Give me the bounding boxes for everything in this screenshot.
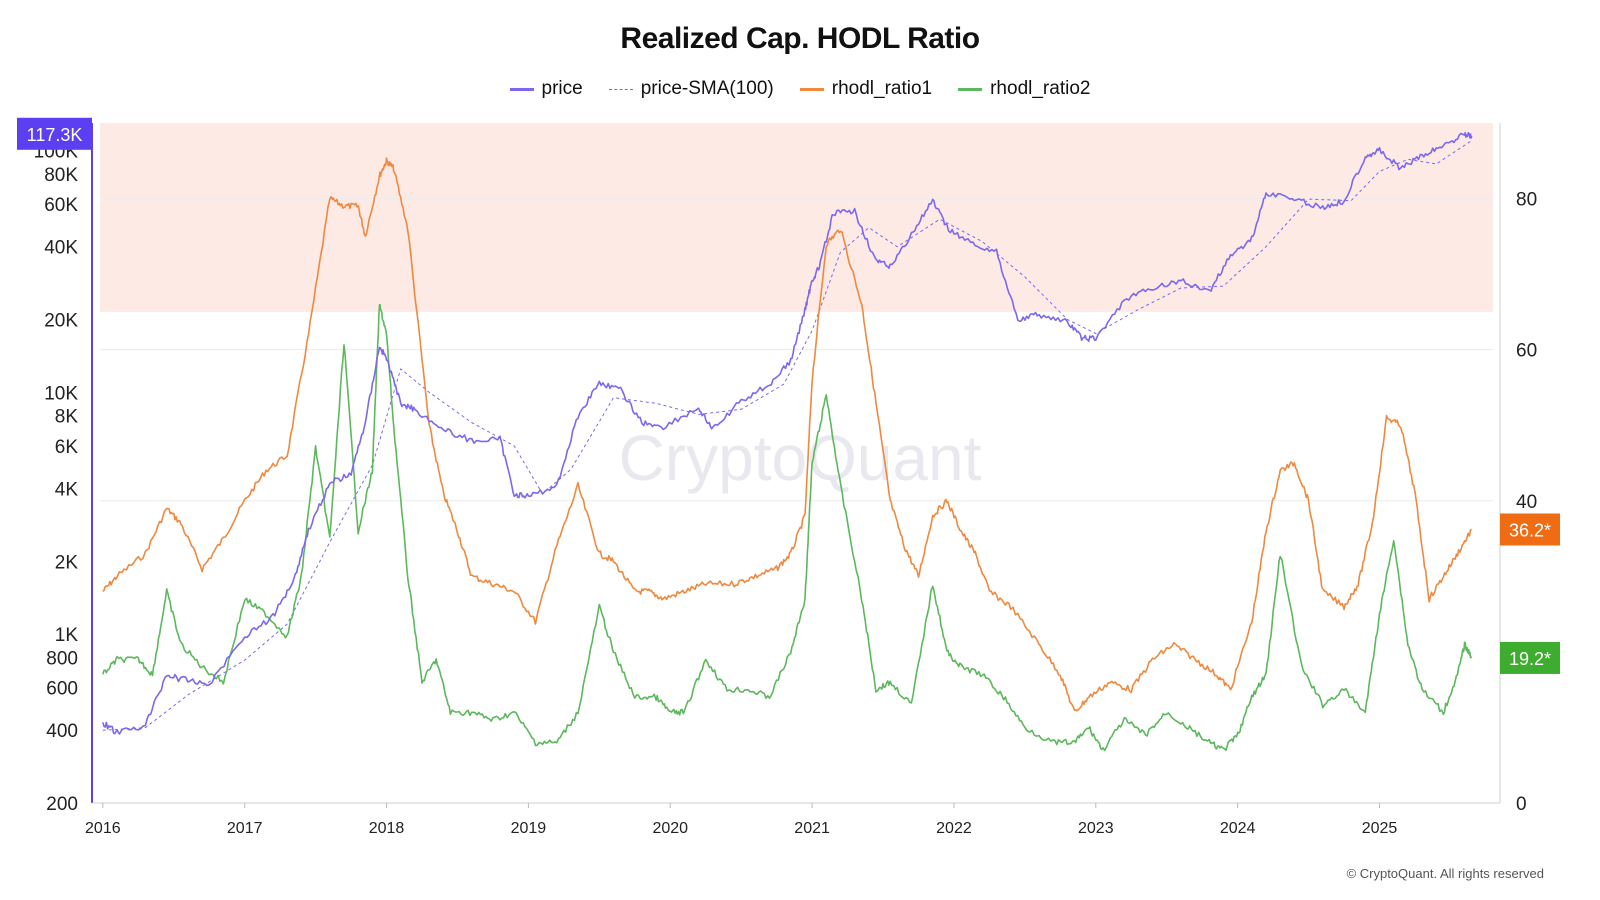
x-tick-label: 2017	[227, 820, 263, 837]
y-left-tick-label: 4K	[55, 479, 79, 500]
legend-item-price[interactable]: price	[509, 78, 583, 100]
x-tick-label: 2021	[794, 820, 830, 837]
legend-swatch-price-sma	[608, 88, 633, 90]
y-left-tick-label: 400	[46, 721, 78, 742]
legend-item-rhodl-ratio1[interactable]: rhodl_ratio1	[799, 78, 933, 100]
legend-label-rhodl-ratio2: rhodl_ratio2	[990, 78, 1091, 99]
y-left-tick-label: 200	[46, 794, 78, 815]
series-line-price	[102, 131, 1473, 735]
legend-item-rhodl-ratio2[interactable]: rhodl_ratio2	[958, 78, 1090, 100]
highlight-band-layer	[100, 123, 1493, 312]
legend-swatch-price	[509, 87, 534, 91]
y-right-tick-label: 40	[1516, 492, 1537, 513]
x-tick-label: 2025	[1362, 820, 1398, 837]
x-tick-label: 2020	[652, 820, 688, 837]
series-layer	[102, 131, 1473, 752]
price-value-badge-bg	[17, 117, 92, 150]
legend-swatch-rhodl-ratio2	[958, 87, 983, 91]
y-left-tick-label: 40K	[44, 238, 78, 259]
highlight-band	[100, 123, 1493, 312]
legend: price price-SMA(100) rhodl_ratio1 rhodl_…	[0, 78, 1600, 100]
chart-title: Realized Cap. HODL Ratio	[620, 22, 980, 55]
badge-layer: 117.3K 36.2* 19.2*	[17, 117, 1560, 674]
y-left-tick-label: 60K	[44, 195, 78, 216]
x-tick-label: 2018	[369, 820, 405, 837]
rhodl-ratio2-value-badge-label: 19.2*	[1509, 649, 1551, 669]
copyright-text: © CryptoQuant. All rights reserved	[1346, 866, 1544, 881]
y-left-tick-label: 6K	[55, 437, 79, 458]
x-tick-label: 2016	[85, 820, 121, 837]
series-line-rhodl-ratio2	[102, 303, 1473, 752]
y-left-tick-label: 2K	[55, 552, 79, 573]
watermark: CryptoQuant	[619, 422, 982, 494]
y-left-tick-label: 8K	[55, 407, 79, 428]
rhodl-ratio1-value-badge-label: 36.2*	[1509, 520, 1551, 540]
y-left-tick-label: 10K	[44, 383, 78, 404]
x-tick-label: 2019	[511, 820, 547, 837]
rhodl-ratio1-value-badge-bg	[1500, 513, 1560, 546]
price-value-badge-label: 117.3K	[27, 125, 83, 145]
y-left-tick-label: 600	[46, 679, 78, 700]
legend-label-price: price	[541, 78, 583, 99]
y-right-tick-label: 60	[1516, 341, 1537, 362]
x-tick-label: 2024	[1220, 820, 1256, 837]
y-right-tick-label: 0	[1516, 794, 1527, 815]
y-left-tick-label: 80K	[44, 165, 78, 186]
legend-label-price-sma: price-SMA(100)	[640, 78, 774, 99]
x-tick-label: 2023	[1078, 820, 1114, 837]
y-left-tick-label: 800	[46, 648, 78, 669]
series-line-rhodl-ratio1	[102, 157, 1472, 712]
legend-item-price-sma[interactable]: price-SMA(100)	[608, 78, 774, 100]
legend-swatch-rhodl-ratio1	[799, 87, 824, 91]
y-right-tick-label: 80	[1516, 190, 1537, 211]
y-left-tick-label: 1K	[55, 625, 79, 646]
y-left-tick-label: 20K	[44, 311, 78, 332]
legend-label-rhodl-ratio1: rhodl_ratio1	[831, 78, 933, 99]
rhodl-ratio2-value-badge-bg	[1500, 641, 1560, 674]
x-tick-label: 2022	[936, 820, 972, 837]
